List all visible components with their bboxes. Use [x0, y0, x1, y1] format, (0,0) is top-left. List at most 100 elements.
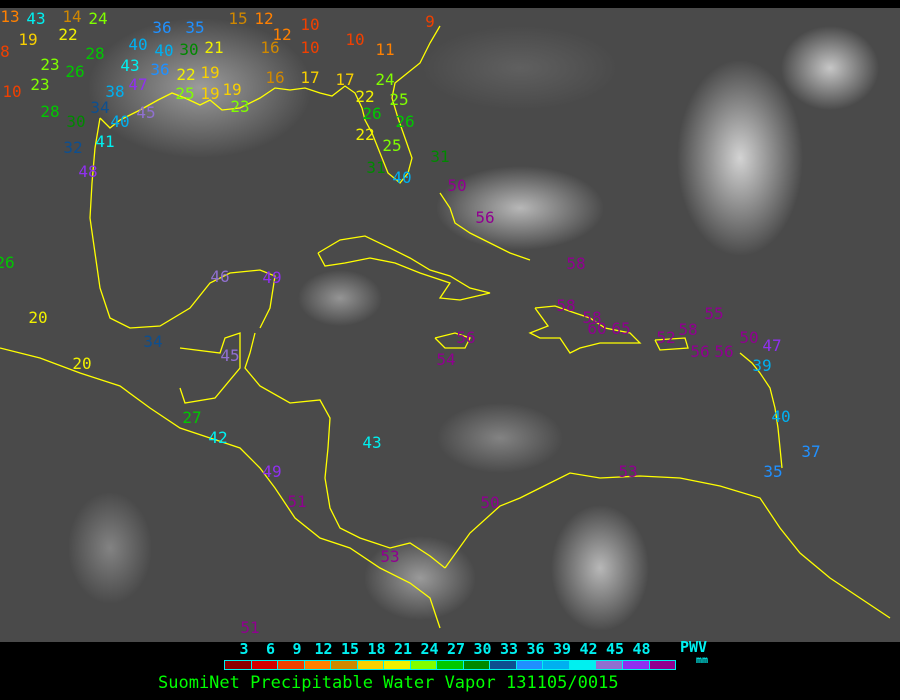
station-pwv-value: 24: [88, 9, 108, 28]
legend-swatch: [543, 661, 570, 669]
station-pwv-value: 13: [0, 8, 20, 26]
station-pwv-value: 19: [18, 30, 38, 49]
station-pwv-value: 47: [762, 336, 782, 355]
station-pwv-value: 40: [771, 407, 791, 426]
station-pwv-value: 43: [26, 9, 46, 28]
station-pwv-value: 20: [72, 354, 92, 373]
station-pwv-value: 48: [78, 162, 98, 181]
station-pwv-value: 15: [228, 9, 248, 28]
station-pwv-value: 26: [395, 112, 415, 131]
legend-tick: 48: [632, 640, 651, 658]
legend-tick: 3: [239, 640, 249, 658]
south-america-coast: [444, 472, 891, 619]
station-pwv-value: 25: [382, 136, 402, 155]
station-pwv-value: 40: [128, 35, 148, 54]
station-pwv-value: 12: [254, 9, 274, 28]
station-pwv-value: 19: [200, 63, 220, 82]
station-pwv-value: 58: [566, 254, 586, 273]
station-pwv-value: 45: [136, 103, 156, 122]
station-pwv-value: 41: [95, 132, 115, 151]
station-pwv-value: 10: [300, 38, 320, 57]
station-pwv-value: 31: [430, 147, 450, 166]
station-pwv-value: 24: [375, 70, 395, 89]
legend-swatch: [596, 661, 623, 669]
station-pwv-value: 45: [220, 346, 240, 365]
station-pwv-value: 51: [287, 492, 307, 511]
station-pwv-value: 19: [222, 80, 242, 99]
station-pwv-value: 36: [150, 60, 170, 79]
legend-tick: 42: [579, 640, 598, 658]
legend-swatch: [331, 661, 358, 669]
station-pwv-value: 51: [240, 618, 260, 637]
legend-swatch: [225, 661, 252, 669]
station-pwv-value: 40: [392, 168, 412, 187]
station-pwv-value: 40: [154, 41, 174, 60]
station-pwv-value: 30: [179, 40, 199, 59]
station-pwv-value: 56: [690, 342, 710, 361]
station-pwv-value: 17: [300, 68, 320, 87]
legend-swatch: [622, 661, 650, 669]
map-title: SuomiNet Precipitable Water Vapor 131105…: [158, 673, 619, 693]
station-pwv-value: 46: [210, 267, 230, 286]
station-pwv-value: 16: [265, 68, 285, 87]
station-pwv-value: 22: [58, 25, 78, 44]
station-pwv-value: 53: [380, 547, 400, 566]
station-pwv-value: 21: [204, 38, 224, 57]
station-pwv-value: 49: [262, 268, 282, 287]
station-pwv-value: 17: [335, 70, 355, 89]
station-pwv-value: 58: [582, 308, 602, 327]
station-pwv-value: 43: [120, 56, 140, 75]
legend-swatch: [251, 661, 279, 669]
legend-swatch: [384, 661, 411, 669]
station-pwv-value: 22: [176, 65, 196, 84]
station-pwv-value: 23: [30, 75, 50, 94]
station-pwv-value: 58: [678, 320, 698, 339]
station-pwv-value: 22: [355, 87, 375, 106]
station-pwv-value: 54: [436, 350, 456, 369]
station-pwv-value: 38: [105, 82, 125, 101]
station-pwv-value: 16: [260, 38, 280, 57]
legend-swatch: [410, 661, 438, 669]
station-pwv-value: 22: [355, 125, 375, 144]
station-pwv-value: 11: [375, 40, 395, 59]
station-pwv-value: 9: [425, 12, 435, 31]
station-pwv-value: 56: [456, 328, 476, 347]
puerto-rico: [654, 337, 689, 351]
legend-tick: 9: [292, 640, 302, 658]
legend-swatch: [649, 661, 676, 669]
station-pwv-value: 26: [65, 62, 85, 81]
jamaica: [434, 332, 471, 349]
lesser-antilles: [739, 352, 783, 469]
bahamas: [439, 192, 531, 261]
station-pwv-value: 37: [801, 442, 821, 461]
legend-unit: mm: [696, 655, 709, 666]
legend-tick: 12: [314, 640, 333, 658]
station-pwv-value: 39: [752, 356, 772, 375]
legend-ticks: 3 6 9 12 15 18 21 24 27 30 33 36 39 42 45 48: [230, 640, 660, 658]
station-pwv-value: 8: [0, 42, 10, 61]
station-pwv-value: 40: [110, 112, 130, 131]
station-pwv-value: 43: [362, 433, 382, 452]
station-pwv-value: 27: [182, 408, 202, 427]
station-pwv-value: 14: [62, 8, 82, 26]
station-pwv-value: 34: [143, 332, 163, 351]
cuba: [317, 235, 491, 301]
mexico-gulf-coast: [89, 117, 276, 329]
legend-tick: 33: [499, 640, 519, 658]
legend-tick: 45: [605, 640, 625, 658]
station-pwv-value: 49: [262, 462, 282, 481]
legend-tick: 18: [367, 640, 386, 658]
station-pwv-value: 42: [208, 428, 228, 447]
legend-swatch: [463, 661, 491, 669]
legend-tick: 21: [393, 640, 413, 658]
station-pwv-value: 52: [656, 328, 676, 347]
station-pwv-value: 23: [230, 97, 250, 116]
yucatan-border: [179, 332, 241, 404]
station-pwv-value: 55: [704, 304, 724, 323]
legend-swatch: [516, 661, 544, 669]
station-pwv-value: 10: [300, 15, 320, 34]
legend-tick: 24: [420, 640, 439, 658]
us-gulf-coast: [99, 25, 441, 184]
station-pwv-value: 32: [63, 138, 83, 157]
